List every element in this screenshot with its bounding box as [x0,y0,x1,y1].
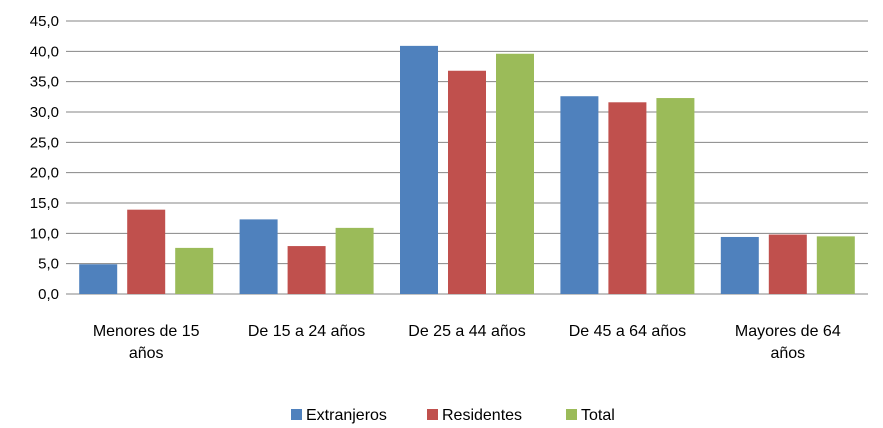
bar-total [496,53,534,295]
bar-residentes [127,209,166,294]
bar-extranjeros [239,219,278,294]
x-category-label: De 15 a 24 años [248,323,365,340]
legend-swatch [427,409,438,420]
y-axis-tick-labels: 0,0 5,0 10,0 15,0 20,0 25,0 30,0 35,0 40,0 45,0 [30,13,59,303]
x-category-label: Menores de 15 [93,323,200,340]
y-tick-label: 10,0 [30,225,59,242]
y-tick-label: 35,0 [30,74,59,91]
y-tick-label: 25,0 [30,134,59,151]
bar-extranjeros [400,45,438,294]
x-category-label: años [129,345,164,362]
legend-label: Extranjeros [306,407,387,424]
x-category-label: De 45 a 64 años [569,323,686,340]
bar-residentes [768,234,807,294]
y-tick-label: 0,0 [38,286,59,303]
legend-label: Residentes [442,407,522,424]
x-category-label: Mayores de 64 [735,323,841,340]
legend-label: Total [581,407,615,424]
y-tick-label: 40,0 [30,43,59,60]
y-tick-label: 45,0 [30,13,59,30]
legend-swatch [291,409,302,420]
y-tick-label: 30,0 [30,104,59,121]
legend-swatch [566,409,577,420]
bar-extranjeros [560,96,599,294]
bars [79,45,855,295]
bar-total [335,227,374,294]
y-tick-label: 20,0 [30,165,59,182]
y-tick-label: 5,0 [38,256,59,273]
x-category-label: De 25 a 44 años [408,323,525,340]
bar-residentes [287,246,326,294]
legend: Extranjeros Residentes Total [291,407,615,424]
bar-total [656,98,695,295]
bar-total [175,247,214,294]
y-tick-label: 15,0 [30,195,59,212]
x-axis-category-labels: Menores de 15 años De 15 a 24 años De 25 a … [93,323,841,362]
bar-residentes [448,70,486,294]
bar-residentes [608,102,647,294]
x-category-label: años [770,345,805,362]
bar-extranjeros [79,264,118,294]
bar-total [816,236,855,294]
bar-extranjeros [720,236,759,294]
